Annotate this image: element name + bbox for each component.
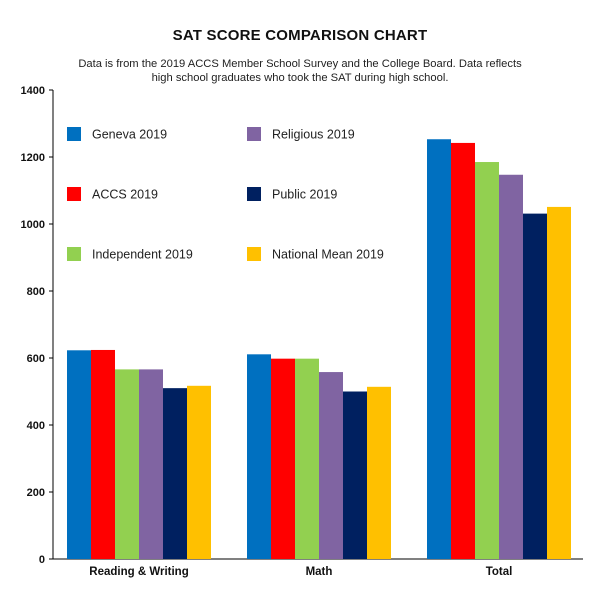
y-tick-label: 800 [27, 286, 45, 298]
legend-swatch-national-mean-2019 [247, 247, 261, 261]
bar-math-national-mean-2019 [367, 386, 391, 559]
y-tick-label: 200 [27, 487, 45, 499]
bar-total-accs-2019 [451, 142, 475, 559]
bar-total-national-mean-2019 [547, 206, 571, 560]
bar-math-public-2019 [343, 391, 367, 559]
x-axis-categories: Reading & Writing Math Total [89, 566, 512, 578]
bar-reading-writing-geneva-2019 [67, 350, 91, 559]
legend-swatch-accs-2019 [67, 187, 81, 201]
bar-reading-writing-national-mean-2019 [187, 385, 211, 559]
y-tick-label: 600 [27, 353, 45, 365]
y-tick-label: 1200 [21, 152, 45, 164]
x-category-label: Math [306, 566, 333, 578]
chart-subtitle: Data is from the 2019 ACCS Member School… [78, 58, 522, 84]
y-tick-label: 1400 [21, 85, 45, 97]
y-tick-label: 1000 [21, 219, 45, 231]
y-axis-ticks: 0 200 400 600 800 1000 1200 1400 [21, 85, 53, 566]
bar-total-geneva-2019 [427, 139, 451, 559]
x-category-label: Total [486, 566, 513, 578]
legend-swatch-religious-2019 [247, 127, 261, 141]
legend-label-national-mean-2019: National Mean 2019 [272, 248, 384, 262]
legend-label-accs-2019: ACCS 2019 [92, 188, 158, 202]
bar-reading-writing-accs-2019 [91, 349, 115, 559]
legend-swatch-public-2019 [247, 187, 261, 201]
legend-swatch-geneva-2019 [67, 127, 81, 141]
bar-reading-writing-public-2019 [163, 388, 187, 559]
y-tick-label: 0 [39, 554, 45, 566]
legend: Geneva 2019 ACCS 2019 Independent 2019 Reli… [67, 127, 384, 262]
bar-total-public-2019 [523, 213, 547, 560]
legend-swatch-independent-2019 [67, 247, 81, 261]
bar-total-independent-2019 [475, 162, 499, 559]
bar-math-independent-2019 [295, 358, 319, 559]
bar-reading-writing-independent-2019 [115, 369, 139, 559]
chart-title: SAT SCORE COMPARISON CHART [172, 27, 428, 44]
bars [67, 139, 571, 560]
bar-math-geneva-2019 [247, 354, 271, 559]
legend-label-geneva-2019: Geneva 2019 [92, 128, 167, 142]
legend-label-religious-2019: Religious 2019 [272, 128, 355, 142]
x-category-label: Reading & Writing [89, 566, 188, 578]
bar-total-religious-2019 [499, 174, 523, 559]
y-tick-label: 400 [27, 420, 45, 432]
legend-label-public-2019: Public 2019 [272, 188, 337, 202]
bar-math-religious-2019 [319, 372, 343, 559]
bar-reading-writing-religious-2019 [139, 369, 163, 559]
legend-label-independent-2019: Independent 2019 [92, 248, 193, 262]
bar-math-accs-2019 [271, 358, 295, 559]
